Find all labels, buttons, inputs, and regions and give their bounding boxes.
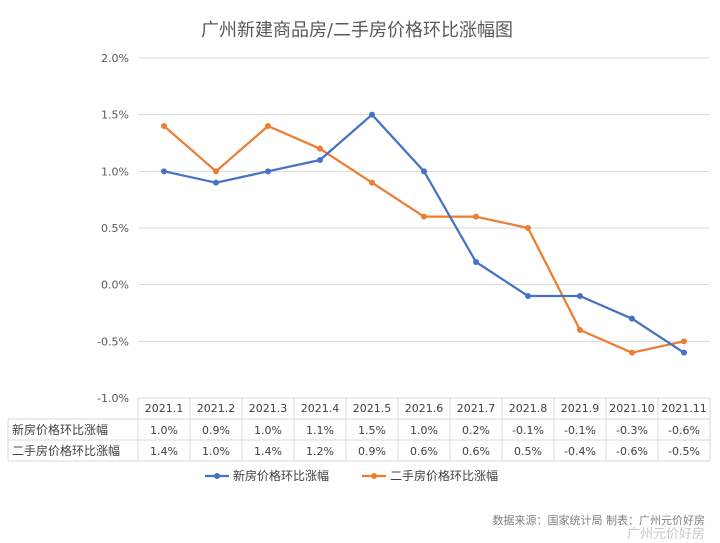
y-tick-label: 1.0% (101, 165, 129, 178)
data-label: 1.4% (254, 445, 282, 458)
data-point (525, 293, 531, 299)
data-point (421, 213, 427, 220)
x-tick-label: 2021.7 (457, 402, 496, 415)
data-label: -0.4% (564, 445, 596, 458)
y-tick-label: 2.0% (101, 52, 129, 65)
x-tick-label: 2021.5 (353, 402, 392, 415)
data-point (213, 168, 219, 175)
data-point (473, 213, 479, 220)
y-axis-ticks: 2.0% 1.5% 1.0% 0.5% 0.0% -0.5% -1.0% (97, 52, 129, 405)
data-point (629, 315, 635, 322)
data-label: 1.1% (306, 424, 334, 437)
data-label: 0.6% (462, 445, 490, 458)
data-label: 1.5% (358, 424, 386, 437)
table-row-header: 二手房价格环比涨幅 (12, 443, 120, 458)
data-point (265, 123, 271, 129)
data-label: -0.3% (616, 424, 648, 437)
watermark-text: 广州元价好房 (627, 526, 705, 542)
data-label: 0.9% (202, 424, 230, 437)
data-label: 1.4% (150, 445, 178, 458)
y-tick-label: -0.5% (97, 335, 129, 348)
data-label: -0.6% (616, 445, 648, 458)
x-tick-label: 2021.8 (509, 402, 548, 415)
data-table: 2021.1 2021.2 2021.3 2021.4 2021.5 2021.6 2021… (7, 397, 711, 462)
series-lines (161, 111, 687, 356)
data-point (317, 157, 323, 163)
x-tick-label: 2021.9 (561, 402, 600, 415)
x-tick-label: 2021.2 (197, 402, 236, 415)
data-label: 1.0% (410, 424, 438, 437)
data-label: 1.0% (254, 424, 282, 437)
data-label: 0.5% (514, 445, 542, 458)
source-note: 数据来源：国家统计局 制表：广州元价好房 (493, 513, 706, 527)
x-tick-label: 2021.6 (405, 402, 444, 415)
data-label: -0.5% (668, 445, 700, 458)
x-tick-label: 2021.3 (249, 402, 288, 415)
data-point (577, 327, 583, 333)
legend-label: 新房价格环比涨幅 (233, 468, 329, 483)
data-label: 0.9% (358, 445, 386, 458)
grid-lines (138, 57, 710, 399)
data-point (681, 349, 687, 356)
data-point (265, 168, 271, 175)
data-label: 1.0% (202, 445, 230, 458)
data-label: 0.2% (462, 424, 490, 437)
data-point (629, 349, 635, 356)
data-point (525, 225, 531, 231)
data-label: -0.6% (668, 424, 700, 437)
legend-label: 二手房价格环比涨幅 (390, 468, 498, 483)
data-label: 0.6% (410, 445, 438, 458)
data-label: 1.0% (150, 424, 178, 437)
data-point (577, 293, 583, 299)
y-tick-label: 0.0% (101, 279, 129, 292)
x-tick-label: 2021.11 (661, 402, 707, 415)
data-point (681, 338, 687, 345)
data-point (161, 123, 167, 129)
table-row-header: 新房价格环比涨幅 (12, 422, 108, 437)
data-point (369, 179, 375, 186)
data-point (213, 179, 219, 186)
legend: 新房价格环比涨幅 二手房价格环比涨幅 (205, 468, 498, 483)
x-tick-label: 2021.10 (609, 402, 655, 415)
data-label: -0.1% (512, 424, 544, 437)
series-line (163, 113, 685, 354)
data-label: -0.1% (564, 424, 596, 437)
x-tick-label: 2021.1 (145, 402, 184, 415)
data-point (161, 168, 167, 175)
y-tick-label: -1.0% (97, 392, 129, 405)
chart-title: 广州新建商品房/二手房价格环比涨幅图 (201, 20, 513, 41)
y-tick-label: 1.5% (101, 109, 129, 122)
series-line (163, 124, 685, 354)
data-point (473, 259, 479, 265)
data-point (369, 111, 375, 118)
y-tick-label: 0.5% (101, 222, 129, 235)
data-label: 1.2% (306, 445, 334, 458)
x-tick-label: 2021.4 (301, 402, 340, 415)
data-point (317, 145, 323, 152)
legend-marker (371, 473, 377, 479)
data-point (421, 168, 427, 175)
legend-marker (214, 473, 220, 479)
